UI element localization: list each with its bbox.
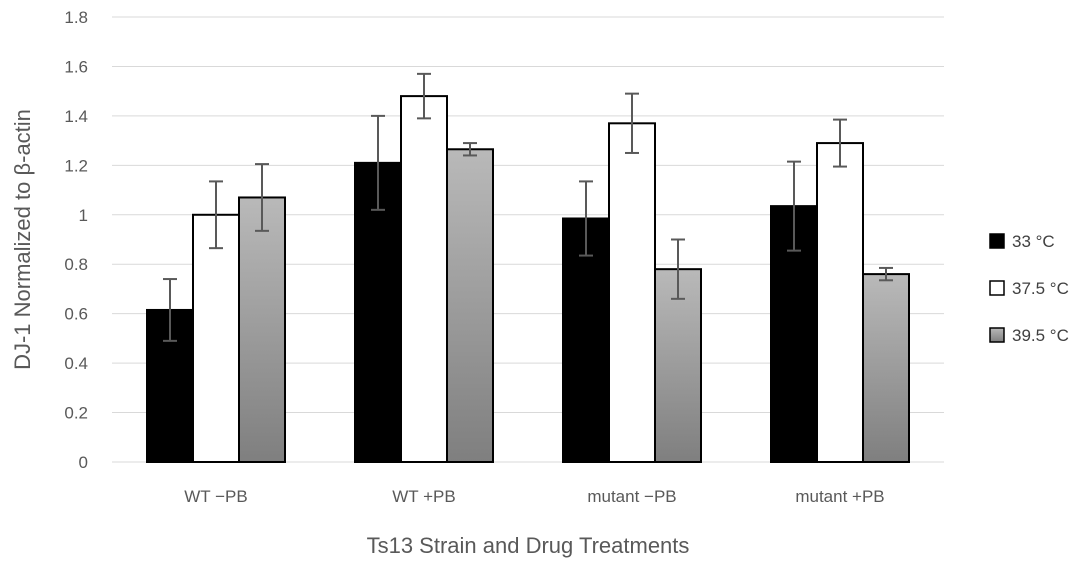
legend-swatch xyxy=(989,233,1005,249)
x-tick-label: mutant −PB xyxy=(587,487,676,506)
y-tick-label: 0.4 xyxy=(64,354,88,373)
error-bar xyxy=(671,238,685,300)
error-bar xyxy=(463,142,477,157)
legend-label: 37.5 °C xyxy=(1012,279,1069,298)
bar-37-5-c-c xyxy=(816,142,864,463)
legend-item: 37.5 °C xyxy=(989,279,1069,298)
x-tick-label: WT −PB xyxy=(184,487,247,506)
y-tick-label: 1.4 xyxy=(64,107,88,126)
x-tick-label: mutant +PB xyxy=(795,487,884,506)
error-bar xyxy=(209,180,223,250)
legend-label: 39.5 °C xyxy=(1012,326,1069,345)
bar-39-5-c-c xyxy=(446,148,494,463)
error-bar xyxy=(371,114,385,211)
y-tick-label: 1.6 xyxy=(64,57,88,76)
y-tick-label: 0 xyxy=(79,453,88,472)
legend-swatch xyxy=(989,327,1005,343)
error-bar xyxy=(255,163,269,232)
error-bar xyxy=(833,118,847,168)
y-tick-label: 0.8 xyxy=(64,255,88,274)
bars xyxy=(146,95,910,464)
x-tick-labels: WT −PB WT +PB mutant −PB mutant +PB xyxy=(184,487,884,506)
legend-label: 33 °C xyxy=(1012,232,1055,251)
bar-37-5-c-c xyxy=(400,95,448,463)
legend-item: 39.5 °C xyxy=(989,326,1069,345)
x-axis-title: Ts13 Strain and Drug Treatments xyxy=(367,533,690,558)
error-bars xyxy=(163,72,893,342)
error-bar xyxy=(163,278,177,342)
legend-swatch xyxy=(989,280,1005,296)
bar-39-5-c-c xyxy=(238,196,286,463)
y-tick-label: 0.2 xyxy=(64,404,88,423)
error-bar xyxy=(417,72,431,120)
y-tick-label: 1 xyxy=(79,206,88,225)
y-axis-title: DJ-1 Normalized to β-actin xyxy=(10,109,35,370)
error-bar xyxy=(879,266,893,282)
y-tick-labels: 0 0.2 0.4 0.6 0.8 1 1.2 1.4 1.6 1.8 xyxy=(64,8,88,472)
bar-37-5-c-c xyxy=(192,213,240,463)
x-tick-label: WT +PB xyxy=(392,487,455,506)
bar-33-c-c xyxy=(562,217,610,463)
legend-item: 33 °C xyxy=(989,232,1055,251)
error-bar xyxy=(625,92,639,154)
legend: 33 °C 37.5 °C 39.5 °C xyxy=(989,232,1069,345)
y-tick-label: 0.6 xyxy=(64,305,88,324)
y-tick-label: 1.2 xyxy=(64,156,88,175)
bar-37-5-c-c xyxy=(608,122,656,464)
error-bar xyxy=(787,160,801,252)
y-tick-label: 1.8 xyxy=(64,8,88,27)
bar-39-5-c-c xyxy=(654,268,702,463)
bar-39-5-c-c xyxy=(862,273,910,463)
error-bar xyxy=(579,180,593,257)
